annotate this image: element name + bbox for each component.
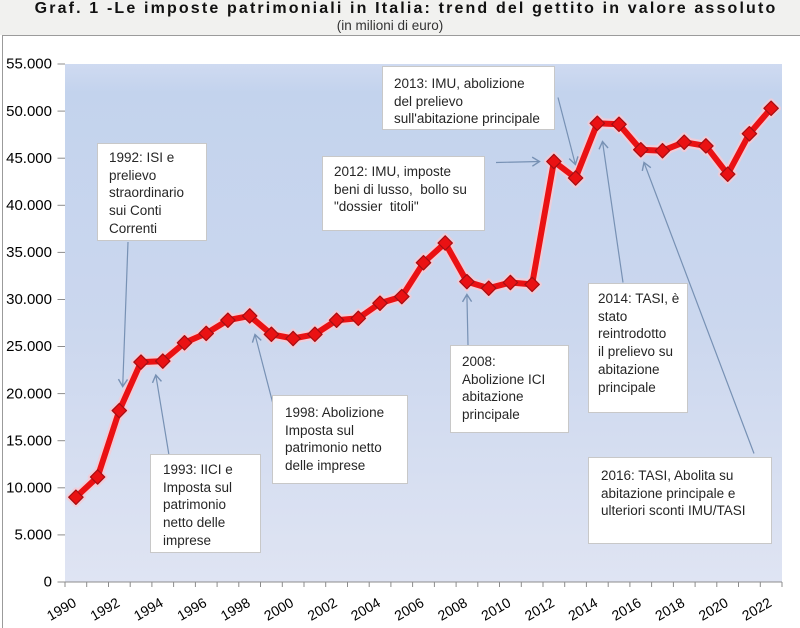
svg-text:2010: 2010 bbox=[478, 594, 513, 624]
svg-text:2002: 2002 bbox=[305, 594, 340, 624]
svg-text:50.000: 50.000 bbox=[6, 103, 52, 120]
svg-text:2018: 2018 bbox=[652, 594, 687, 624]
svg-text:25.000: 25.000 bbox=[6, 338, 52, 355]
svg-text:1994: 1994 bbox=[131, 594, 166, 624]
svg-text:1996: 1996 bbox=[174, 594, 209, 624]
svg-text:45.000: 45.000 bbox=[6, 150, 52, 167]
svg-text:30.000: 30.000 bbox=[6, 291, 52, 308]
svg-text:2008: 2008 bbox=[435, 594, 470, 624]
svg-text:35.000: 35.000 bbox=[6, 244, 52, 261]
svg-text:2016: 2016 bbox=[609, 594, 644, 624]
svg-text:2014: 2014 bbox=[565, 594, 600, 624]
svg-text:5.000: 5.000 bbox=[14, 527, 52, 544]
svg-text:1992: 1992 bbox=[87, 594, 122, 624]
svg-text:2000: 2000 bbox=[261, 594, 296, 624]
svg-text:40.000: 40.000 bbox=[6, 197, 52, 214]
svg-text:2022: 2022 bbox=[739, 594, 774, 624]
svg-text:2020: 2020 bbox=[696, 594, 731, 624]
svg-text:1990: 1990 bbox=[44, 594, 79, 624]
svg-text:2006: 2006 bbox=[392, 594, 427, 624]
svg-text:0: 0 bbox=[44, 574, 52, 591]
svg-text:20.000: 20.000 bbox=[6, 385, 52, 402]
svg-text:15.000: 15.000 bbox=[6, 432, 52, 449]
svg-text:10.000: 10.000 bbox=[6, 480, 52, 497]
svg-text:55.000: 55.000 bbox=[6, 56, 52, 73]
svg-text:2004: 2004 bbox=[348, 594, 383, 624]
svg-text:2012: 2012 bbox=[522, 594, 557, 624]
svg-text:1998: 1998 bbox=[218, 594, 253, 624]
